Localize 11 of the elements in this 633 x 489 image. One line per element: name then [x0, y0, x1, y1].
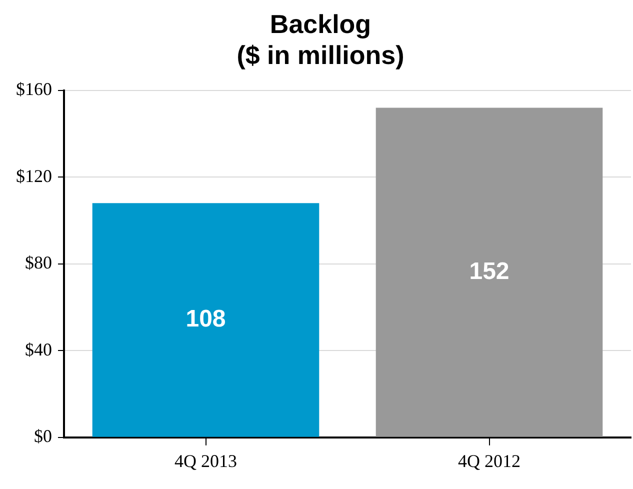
chart-subtitle: ($ in millions)	[236, 40, 404, 70]
y-tick-label: $0	[34, 426, 52, 446]
data-label: 152	[469, 258, 510, 285]
data-label: 108	[186, 306, 226, 333]
y-tick-label: $160	[16, 79, 52, 100]
x-tick-label: 4Q 2012	[458, 450, 520, 471]
y-tick-label: $40	[25, 339, 52, 360]
x-tick-label: 4Q 2013	[174, 450, 237, 471]
y-tick-label: $120	[16, 166, 52, 186]
y-tick-label: $80	[25, 252, 52, 273]
chart-title: Backlog	[270, 8, 372, 39]
